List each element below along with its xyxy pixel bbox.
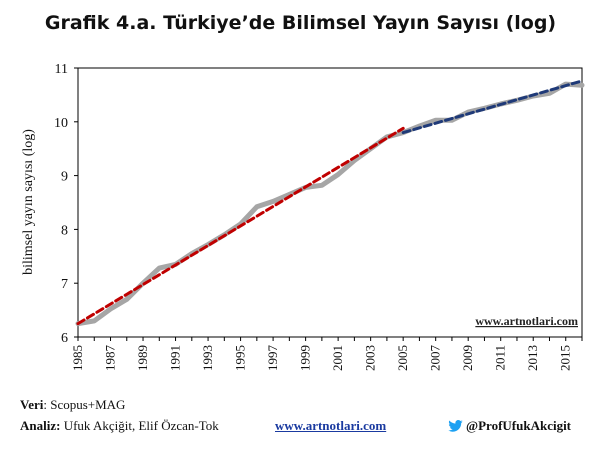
y-tick-label: 11: [55, 62, 68, 77]
x-tick-label: 1987: [103, 345, 118, 372]
x-tick-label: 1999: [298, 345, 313, 371]
watermark: www.artnotlari.com: [475, 314, 578, 328]
series-line-actual: [75, 81, 585, 327]
y-tick-label: 10: [54, 116, 68, 131]
x-tick-label: 2011: [493, 345, 508, 371]
x-tick-label: 1991: [168, 345, 183, 371]
y-tick-label: 7: [61, 277, 68, 292]
artnotlari-link[interactable]: www.artnotlari.com: [275, 418, 387, 433]
x-tick-label: 1993: [200, 345, 215, 371]
x-tick-label: 2015: [558, 345, 573, 371]
twitter-bird-icon: [448, 420, 463, 432]
y-tick-label: 9: [61, 170, 68, 185]
x-tick-label: 2005: [395, 345, 410, 371]
chart-title: Grafik 4.a. Türkiye’de Bilimsel Yayın Sa…: [44, 12, 557, 34]
source-value: : Scopus+MAG: [43, 397, 126, 412]
y-ticks: 6 7 8 9 10 11: [54, 62, 78, 346]
source-label: Veri: [20, 397, 44, 412]
x-tick-label: 1995: [233, 345, 248, 371]
x-tick-label: 2013: [525, 345, 540, 371]
x-tick-label: 2009: [460, 345, 475, 371]
y-tick-label: 6: [61, 331, 68, 346]
series-line-trend-1985-2005: [76, 126, 405, 326]
analysis-line: Analiz: Ufuk Akçiğit, Elif Özcan-Tok: [20, 418, 219, 434]
series-line-trend-2005-2016: [401, 79, 584, 135]
twitter-handle-text: @ProfUfukAkcigit: [466, 418, 572, 433]
analysis-value: Ufuk Akçiğit, Elif Özcan-Tok: [60, 418, 219, 433]
x-tick-label: 1989: [135, 345, 150, 371]
plot-frame: [77, 67, 583, 338]
analysis-label: Analiz:: [20, 418, 61, 433]
x-tick-label: 2003: [363, 345, 378, 371]
x-tick-label: 2007: [428, 345, 443, 372]
x-tick-label: 1985: [70, 345, 85, 371]
y-tick-label: 8: [61, 223, 68, 238]
plot-border: [77, 67, 583, 338]
x-tick-label: 1997: [265, 345, 280, 372]
twitter-handle[interactable]: @ProfUfukAkcigit: [448, 418, 571, 434]
series-group: [75, 79, 585, 327]
x-ticks: 1985 1987 1989 1991 1993 1995 1997 1999 2001 2003…: [70, 337, 583, 372]
x-tick-label: 2001: [330, 345, 345, 371]
y-axis-label: bilimsel yayın sayısı (log): [21, 129, 36, 275]
source-line: Veri: Scopus+MAG: [20, 397, 125, 413]
